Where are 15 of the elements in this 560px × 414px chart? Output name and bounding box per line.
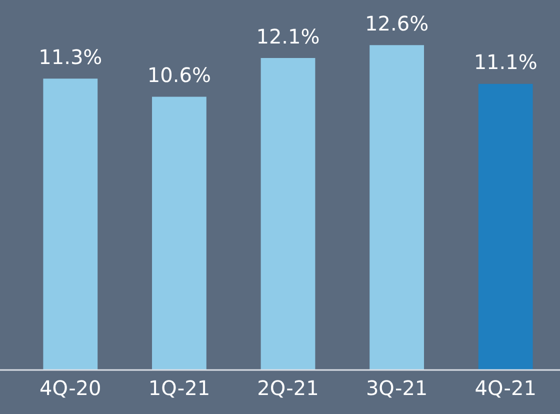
bar xyxy=(152,96,206,370)
data-label: 12.6% xyxy=(365,11,429,36)
data-label: 11.3% xyxy=(38,44,102,69)
bar xyxy=(478,84,533,370)
x-tick-label: 4Q-20 xyxy=(40,376,102,400)
data-label: 10.6% xyxy=(147,62,211,87)
x-tick-label: 1Q-21 xyxy=(148,376,210,400)
x-tick-label: 3Q-21 xyxy=(366,376,428,400)
data-label: 11.1% xyxy=(474,50,538,74)
x-tick-label: 2Q-21 xyxy=(257,376,319,400)
data-label: 12.1% xyxy=(256,24,320,48)
bar xyxy=(370,45,424,370)
bar xyxy=(43,78,98,370)
x-tick-label: 4Q-21 xyxy=(474,376,536,400)
bar xyxy=(260,58,316,370)
